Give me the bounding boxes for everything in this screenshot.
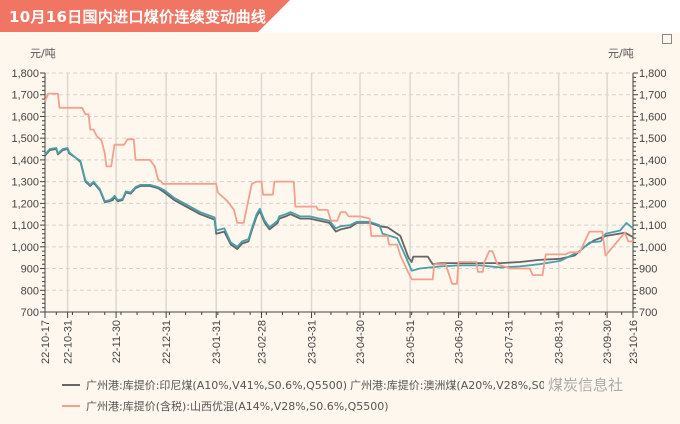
y-tick-label-left: 1,500	[11, 133, 39, 145]
x-tick-label: 23-04-30	[355, 320, 367, 364]
y-tick-label-right: 1,700	[639, 90, 667, 102]
y-axis-label-left: 元/吨	[30, 47, 56, 60]
series-line-2	[44, 92, 633, 285]
x-tick-label: 23-07-31	[504, 320, 516, 364]
y-tick-label-right: 1,200	[639, 198, 667, 210]
y-tick-label-right: 1,100	[639, 220, 667, 232]
y-tick-label-left: 1,800	[11, 68, 39, 80]
y-tick-label-left: 1,000	[11, 242, 39, 254]
y-tick-label-left: 1,700	[11, 90, 39, 102]
chart-title: 10月16日国内进口煤价连续变动曲线	[9, 8, 267, 26]
legend-item-shanxi[interactable]: 广州港:库提价(含税):山西优混(A14%,V28%,S0.6%,Q5500)	[62, 398, 389, 414]
x-tick-label: 22-10-17	[40, 320, 52, 364]
y-tick-label-right: 800	[639, 285, 657, 297]
y-tick-label-left: 700	[21, 307, 39, 319]
x-tick-label: 23-05-31	[405, 320, 417, 364]
y-tick-label-left: 900	[21, 264, 39, 276]
y-tick-label-right: 1,000	[639, 242, 667, 254]
legend-swatch	[62, 405, 80, 407]
y-tick-label-right: 700	[639, 307, 657, 319]
legend-label: 广州港:库提价:印尼煤(A10%,V41%,S0.6%,Q5500)	[86, 379, 348, 392]
x-tick-label: 23-03-31	[307, 320, 319, 364]
y-tick-label-right: 900	[639, 264, 657, 276]
legend-item-australia[interactable]: 广州港:库提价:澳洲煤(A20%,V28%,S0.6%,Q5500)	[344, 377, 544, 393]
legend-label: 广州港:库提价:澳洲煤(A20%,V28%,S0.6%,Q5500)	[350, 379, 544, 392]
y-tick-label-left: 1,300	[11, 177, 39, 189]
y-tick-label-right: 1,400	[639, 155, 667, 167]
x-tick-label: 23-06-30	[454, 320, 466, 364]
x-tick-label: 23-08-31	[554, 320, 566, 364]
y-tick-label-left: 1,200	[11, 198, 39, 210]
legend-item-indonesia[interactable]: 广州港:库提价:印尼煤(A10%,V41%,S0.6%,Q5500)	[62, 377, 347, 393]
legend-swatch	[62, 384, 80, 386]
y-tick-label-right: 1,600	[639, 111, 667, 123]
y-axis-label-right: 元/吨	[608, 47, 634, 60]
y-tick-label-right: 1,800	[639, 68, 667, 80]
y-tick-label-left: 1,400	[11, 155, 39, 167]
x-tick-label: 23-10-16	[628, 320, 640, 364]
y-tick-label-right: 1,300	[639, 177, 667, 189]
legend-label: 广州港:库提价(含税):山西优混(A14%,V28%,S0.6%,Q5500)	[86, 400, 389, 413]
y-tick-label-left: 800	[21, 285, 39, 297]
x-tick-label: 22-12-31	[161, 320, 173, 364]
export-icon[interactable]	[662, 34, 672, 44]
watermark: 煤炭信息社	[548, 376, 624, 394]
title-banner	[0, 0, 290, 32]
series-line-1	[44, 147, 634, 272]
y-tick-label-left: 1,100	[11, 220, 39, 232]
x-tick-label: 23-01-31	[211, 320, 223, 364]
y-tick-label-left: 1,600	[11, 111, 39, 123]
x-tick-label: 22-10-31	[63, 320, 75, 364]
x-tick-label: 23-09-30	[602, 320, 614, 364]
x-tick-label: 22-11-30	[111, 320, 123, 363]
x-tick-label: 23-02-28	[256, 320, 268, 364]
chart-panel	[0, 33, 680, 424]
y-tick-label-right: 1,500	[639, 133, 667, 145]
